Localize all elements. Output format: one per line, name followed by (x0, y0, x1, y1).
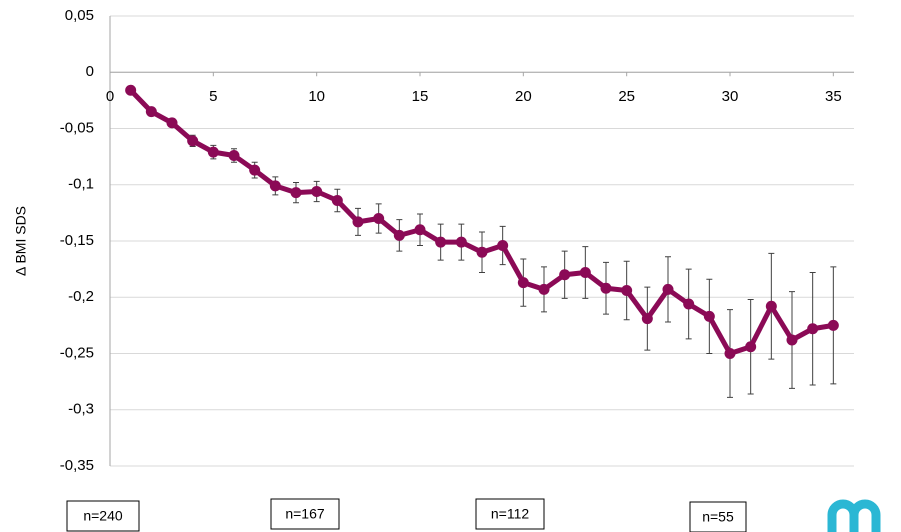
point (249, 164, 261, 176)
point (476, 246, 488, 258)
logo (827, 499, 881, 532)
y-tick-label: -0,35 (60, 457, 94, 474)
point (621, 285, 633, 296)
point (724, 348, 736, 359)
point (559, 269, 571, 281)
annotation-box (270, 498, 340, 530)
x-tick-label: 20 (515, 88, 532, 105)
line (128, 88, 834, 356)
y-tick-label: 0 (86, 63, 94, 80)
point (290, 187, 302, 199)
point (786, 334, 798, 346)
point (662, 283, 674, 295)
point (393, 229, 405, 241)
annotation: n=112 (491, 506, 529, 522)
annotation-box (475, 498, 545, 530)
point (827, 319, 839, 331)
point (331, 195, 343, 206)
x-tick-label: 30 (722, 88, 739, 105)
annotation-box (66, 500, 140, 532)
x-tick-label: 5 (209, 88, 217, 105)
x-tick-label: 25 (618, 88, 635, 105)
y-tick-label: -0,2 (68, 288, 94, 305)
x-tick-label: 10 (308, 88, 325, 105)
annotation: n=55 (702, 509, 734, 525)
point (807, 323, 819, 335)
y-tick-label: -0,25 (60, 344, 94, 361)
annotation: n=167 (285, 506, 325, 522)
point (228, 150, 240, 161)
point (765, 300, 777, 312)
annotation: n=240 (83, 508, 123, 524)
y-tick-label: 0,05 (65, 7, 94, 24)
point (373, 213, 385, 224)
point (435, 236, 447, 248)
point (166, 117, 178, 129)
point (641, 313, 653, 325)
x-tick-label: 35 (825, 88, 842, 105)
point (497, 240, 509, 251)
point (207, 146, 219, 158)
y-tick-label: -0,15 (60, 232, 94, 249)
x-tick-label: 0 (106, 88, 114, 105)
point (187, 135, 199, 147)
point (517, 277, 529, 289)
y-tick-label: -0,3 (68, 401, 94, 418)
y-axis-label: Δ BMI SDS (13, 206, 29, 276)
point (125, 84, 137, 96)
point (579, 267, 591, 278)
point (311, 186, 323, 197)
point (703, 310, 715, 322)
point (145, 106, 157, 118)
point (683, 298, 695, 310)
x-tick-label: 15 (412, 88, 429, 105)
point (414, 224, 426, 236)
y-tick-label: -0,1 (68, 176, 94, 193)
y-tick-label: -0,05 (60, 119, 94, 136)
annotation-box (689, 501, 747, 532)
point (269, 180, 281, 192)
point (352, 216, 364, 228)
point (600, 282, 612, 294)
point (455, 236, 467, 248)
point (745, 341, 757, 353)
point (538, 283, 550, 295)
